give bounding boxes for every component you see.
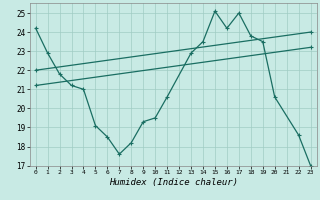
X-axis label: Humidex (Indice chaleur): Humidex (Indice chaleur) [108, 178, 238, 187]
